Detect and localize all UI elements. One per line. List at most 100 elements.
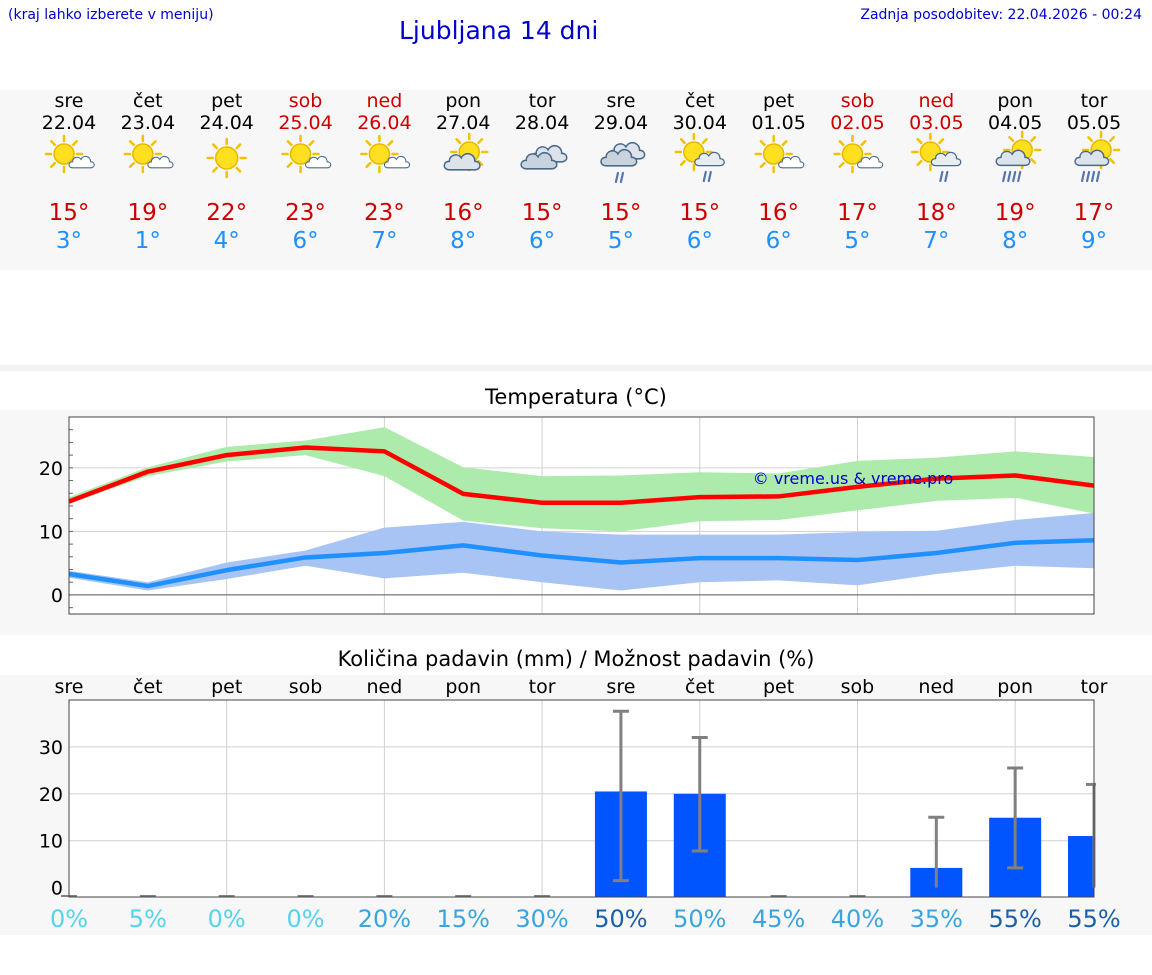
cloud xyxy=(305,155,332,169)
day-tmax: 18° xyxy=(916,200,957,226)
sun-ray xyxy=(781,140,788,147)
sun-ray xyxy=(212,143,219,150)
cloud xyxy=(778,155,805,169)
day-date: 25.04 xyxy=(278,112,332,134)
rain-drop xyxy=(1095,170,1101,183)
tmin-band xyxy=(69,512,1094,591)
rain-drop xyxy=(1007,170,1012,183)
day-tmax: 15° xyxy=(522,200,563,226)
sun-ray xyxy=(1087,136,1094,143)
day-name: sre xyxy=(55,90,84,112)
precip-probability-label: 5% xyxy=(129,905,167,933)
day-tmax: 17° xyxy=(837,200,878,226)
cloud xyxy=(383,155,411,169)
sun-cloud-icon xyxy=(123,134,174,174)
y-tick-label: 20 xyxy=(39,784,63,806)
x-tick-label: pet xyxy=(763,676,794,698)
cloud-shape xyxy=(305,155,332,169)
x-tick-label: čet xyxy=(685,676,715,698)
day-date: 01.05 xyxy=(751,112,805,134)
watermark: © vreme.us & vreme.pro xyxy=(753,469,954,488)
cloud xyxy=(995,149,1031,167)
sun-ray xyxy=(235,143,242,150)
sun-ray xyxy=(860,140,867,147)
x-tick-label: čet xyxy=(133,676,163,698)
cloud xyxy=(600,148,638,167)
day-tmax: 16° xyxy=(443,200,484,226)
day-name: pet xyxy=(763,90,794,112)
day-name: pon xyxy=(997,90,1033,112)
cloud-shape xyxy=(930,151,962,167)
sun-disc xyxy=(214,146,239,170)
page-title: Ljubljana 14 dni xyxy=(399,16,599,45)
x-tick-label: sob xyxy=(841,676,875,698)
temperature-chart-title: Temperatura (°C) xyxy=(485,385,667,409)
sun-disc xyxy=(132,143,154,165)
day-date: 22.04 xyxy=(42,112,96,134)
precip-probability-label: 45% xyxy=(752,905,805,933)
sun-cloud-icon xyxy=(833,134,884,174)
sun xyxy=(44,134,84,174)
sun-ray xyxy=(365,161,372,168)
day-tmin: 3° xyxy=(56,228,82,254)
y-tick-label: 30 xyxy=(39,737,63,759)
cloud-rain-icon xyxy=(600,141,646,184)
sun-ray xyxy=(1008,136,1015,143)
sun-ray xyxy=(916,138,923,145)
x-tick-label: tor xyxy=(529,676,556,698)
day-tmax: 15° xyxy=(601,200,642,226)
cloud-shape xyxy=(147,155,174,169)
sun-heavy-rain-icon xyxy=(995,130,1042,183)
sun-heavy-rain-icon xyxy=(1074,130,1121,183)
day-date: 29.04 xyxy=(594,112,648,134)
sun-ray xyxy=(308,140,315,147)
sun-ray xyxy=(477,138,484,145)
sun-ray xyxy=(759,161,766,168)
day-name: čet xyxy=(133,90,163,112)
sun-cloud-rain-icon xyxy=(674,132,725,183)
precip-probability-label: 35% xyxy=(910,905,963,933)
rain-drop xyxy=(939,170,944,183)
cloud xyxy=(147,155,174,169)
rain-drop xyxy=(614,171,620,184)
x-tick-label: tor xyxy=(1081,676,1108,698)
sun-cloud-icon xyxy=(281,134,332,174)
precip-probability-label: 20% xyxy=(358,905,411,933)
sun-ray xyxy=(286,161,293,168)
precip-probability-label: 15% xyxy=(437,905,490,933)
sun-ray xyxy=(128,161,135,168)
day-tmin: 6° xyxy=(687,228,713,254)
precip-probability-label: 30% xyxy=(515,905,568,933)
sun-cloud-icon xyxy=(360,134,411,174)
plot-area xyxy=(69,700,1094,897)
sun-ray xyxy=(128,140,135,147)
day-date: 24.04 xyxy=(199,112,253,134)
sun-ray xyxy=(1030,157,1037,164)
cloud xyxy=(520,151,558,170)
day-date: 04.05 xyxy=(988,112,1042,134)
tmax-band xyxy=(69,427,1094,532)
day-tmax: 15° xyxy=(49,200,90,226)
sun-ray xyxy=(1108,157,1116,164)
sun xyxy=(123,134,163,174)
rain-drop xyxy=(1012,170,1017,183)
y-tick-label: 10 xyxy=(39,831,63,853)
sun xyxy=(281,134,320,174)
x-tick-label: ned xyxy=(366,676,402,698)
cloud xyxy=(1074,149,1110,167)
sun-ray xyxy=(679,159,686,166)
tmin-line xyxy=(68,538,1095,589)
day-tmin: 7° xyxy=(371,228,397,254)
precip-probability-label: 55% xyxy=(988,905,1041,933)
cloud-shape xyxy=(600,148,638,167)
last-updated: Zadnja posodobitev: 22.04.2026 - 00:24 xyxy=(860,7,1142,23)
rain-drop xyxy=(619,171,625,184)
cloud-shape xyxy=(995,149,1031,167)
precipitation-chart-svg: 0 10 20 30 sre čet pet sob ned pon tor sre čet pet sob… xyxy=(39,676,1121,933)
precipitation-chart-title: Količina padavin (mm) / Možnost padavin … xyxy=(337,647,815,671)
cloud-shape xyxy=(520,151,558,170)
sun-ray xyxy=(838,161,845,168)
day-tmin: 4° xyxy=(214,228,240,254)
day-tmax: 22° xyxy=(206,200,247,226)
day-name: sob xyxy=(289,90,323,112)
